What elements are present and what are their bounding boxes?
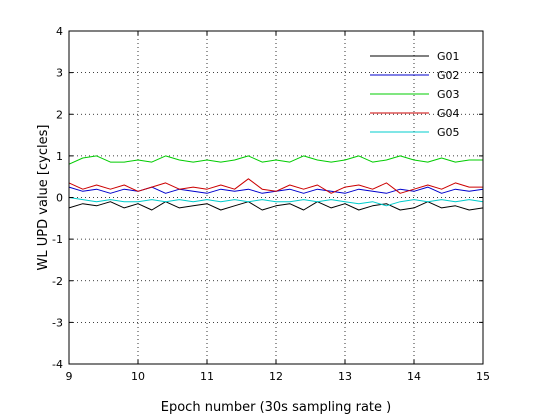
x-tick-label: 13 xyxy=(338,370,352,383)
series-line-g01 xyxy=(68,201,484,211)
y-tick-label: 1 xyxy=(56,150,63,163)
y-tick-label: -1 xyxy=(52,233,63,246)
y-axis-label: WL UPD value [cycles] xyxy=(36,125,51,271)
x-tick-label: 9 xyxy=(66,370,73,383)
y-tick-label: -2 xyxy=(52,275,63,288)
series-lines xyxy=(68,155,484,211)
x-tick-label: 12 xyxy=(269,370,283,383)
y-tick-label: 0 xyxy=(56,192,63,205)
legend-label-g02: G02 xyxy=(437,69,460,82)
legend-label-g03: G03 xyxy=(437,88,460,101)
plot-area xyxy=(69,31,483,364)
x-tick-label: 15 xyxy=(476,370,490,383)
y-tick-label: 2 xyxy=(56,108,63,121)
series-line-g04 xyxy=(68,178,483,194)
legend-label-g05: G05 xyxy=(437,126,460,139)
x-tick-label: 14 xyxy=(407,370,421,383)
legend-label-g01: G01 xyxy=(437,50,460,63)
x-tick-label: 10 xyxy=(131,370,145,383)
y-tick-label: -3 xyxy=(52,316,63,329)
grid-lines xyxy=(69,31,483,364)
y-tick-label: 3 xyxy=(56,67,63,80)
legend-label-g04: G04 xyxy=(437,107,460,120)
legend: G01 G02 G03 G04 G05 xyxy=(370,50,460,139)
series-line-g03 xyxy=(68,155,483,165)
y-tick-label: -4 xyxy=(52,358,63,371)
x-tick-label: 11 xyxy=(200,370,214,383)
y-tick-label: 4 xyxy=(56,25,63,38)
x-axis-label: Epoch number (30s sampling rate ) xyxy=(161,400,391,415)
series-line-g05 xyxy=(68,197,484,207)
